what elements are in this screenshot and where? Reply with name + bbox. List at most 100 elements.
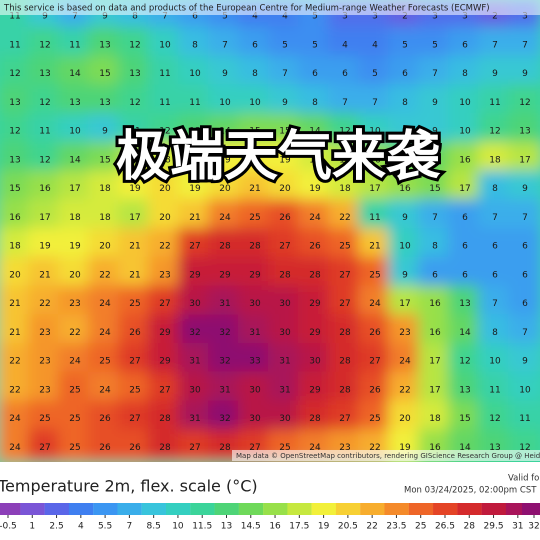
field-cell	[118, 84, 152, 117]
field-cell	[328, 314, 362, 347]
field-cell	[28, 26, 62, 60]
grid-value: 11	[489, 385, 500, 395]
grid-value: 17	[69, 184, 80, 194]
field-cell	[418, 228, 452, 261]
colorbar-swatch	[165, 503, 191, 515]
colorbar-swatch	[287, 503, 312, 515]
grid-value: 18	[99, 184, 111, 194]
field-cell	[388, 256, 422, 290]
colorbar-swatch	[433, 503, 458, 515]
field-cell	[238, 26, 272, 60]
grid-value: 30	[279, 299, 291, 309]
grid-value: 10	[159, 40, 171, 50]
field-cell	[508, 314, 540, 347]
field-cell	[118, 199, 152, 232]
grid-value: 10	[219, 98, 231, 108]
field-cell	[238, 314, 272, 347]
grid-value: 28	[309, 270, 321, 280]
field-cell	[0, 26, 32, 60]
grid-value: 9	[402, 127, 408, 137]
grid-value: 29	[309, 328, 321, 338]
grid-value: 28	[339, 328, 351, 338]
grid-value: 29	[159, 357, 171, 367]
grid-value: 6	[192, 12, 198, 22]
field-cell	[88, 228, 122, 261]
field-cell	[388, 400, 422, 434]
grid-value: 31	[189, 414, 200, 424]
field-cell	[358, 285, 392, 319]
grid-value: 27	[159, 385, 170, 395]
grid-value: 24	[69, 357, 81, 367]
field-cell	[208, 285, 242, 319]
field-cell	[328, 141, 362, 175]
field-cell	[0, 199, 32, 232]
field-cell	[118, 400, 152, 434]
field-cell	[268, 285, 302, 319]
grid-value: 8	[402, 98, 408, 108]
field-cell	[298, 170, 332, 204]
legend-panel	[0, 462, 540, 540]
field-cell	[448, 256, 482, 290]
field-cell	[388, 113, 422, 146]
colorbar-swatch	[335, 503, 361, 515]
colorbar-label: 13	[221, 522, 232, 532]
grid-value: 28	[219, 443, 231, 453]
field-cell	[448, 141, 482, 175]
field-cell	[58, 285, 92, 319]
grid-value: 27	[189, 443, 200, 453]
field-cell	[178, 343, 212, 376]
grid-value: 6	[462, 242, 468, 252]
field-cell	[238, 256, 272, 290]
field-cell	[118, 314, 152, 347]
field-cell	[268, 84, 302, 117]
grid-value: 13	[519, 127, 530, 137]
colorbar-label: 7	[127, 522, 133, 532]
grid-value: 12	[519, 98, 530, 108]
field-cell	[178, 170, 212, 204]
field-cell	[328, 285, 362, 319]
field-cell	[0, 343, 32, 376]
grid-value: 28	[339, 357, 351, 367]
grid-value: 14	[69, 155, 81, 165]
field-cell	[148, 55, 182, 89]
grid-value: 3	[432, 12, 438, 22]
field-cell	[88, 141, 122, 175]
field-cell	[58, 170, 92, 204]
field-cell	[208, 199, 242, 232]
field-cell	[0, 400, 32, 434]
field-cell	[148, 141, 182, 175]
field-cell	[448, 228, 482, 261]
field-cell	[118, 141, 152, 175]
grid-value: 19	[279, 155, 291, 165]
field-cell	[478, 199, 512, 232]
colorbar-label: 2.5	[49, 522, 63, 532]
field-cell	[388, 141, 422, 175]
colorbar-swatch	[522, 503, 540, 515]
grid-value: 16	[429, 443, 441, 453]
field-cell	[0, 55, 32, 89]
field-cell	[268, 371, 302, 405]
grid-value: 21	[9, 328, 20, 338]
colorbar-label: 17.5	[289, 522, 309, 532]
grid-value: 25	[99, 357, 110, 367]
grid-value: 7	[432, 213, 438, 223]
grid-value: 22	[99, 270, 110, 280]
grid-value: 21	[129, 242, 140, 252]
grid-value: 10	[249, 98, 261, 108]
field-cell	[28, 141, 62, 175]
field-cell	[268, 314, 302, 347]
grid-value: 27	[249, 443, 260, 453]
grid-value: 31	[279, 385, 290, 395]
colorbar-swatch	[93, 503, 118, 515]
field-cell	[0, 113, 32, 146]
field-cell	[0, 429, 32, 462]
field-cell	[478, 285, 512, 319]
grid-value: 31	[219, 385, 230, 395]
field-cell	[178, 141, 212, 175]
colorbar-label: 10	[172, 522, 184, 532]
field-cell	[418, 371, 452, 405]
grid-value: 26	[99, 443, 111, 453]
field-cell	[268, 141, 302, 175]
grid-value: 19	[189, 184, 201, 194]
grid-value: 27	[159, 299, 170, 309]
